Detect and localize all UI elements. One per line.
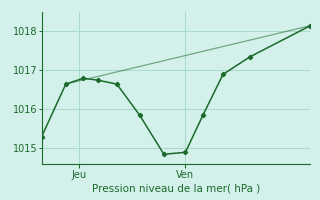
X-axis label: Pression niveau de la mer( hPa ): Pression niveau de la mer( hPa ) bbox=[92, 184, 260, 194]
